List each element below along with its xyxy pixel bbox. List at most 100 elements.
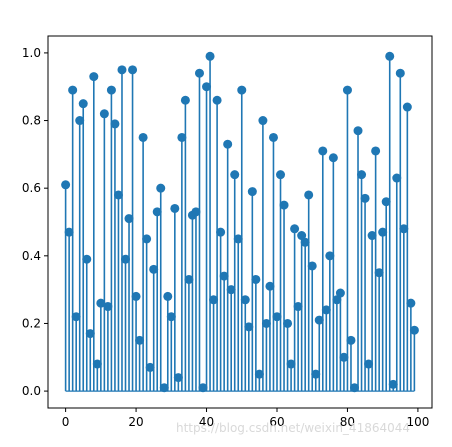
stem-marker: [321, 305, 331, 315]
stem-marker: [64, 227, 74, 237]
stem-marker: [180, 95, 190, 105]
stem-marker: [191, 207, 201, 217]
stem-marker: [342, 85, 352, 95]
x-tick-label: 40: [199, 415, 214, 429]
stem-marker: [392, 173, 402, 183]
stem-marker: [385, 51, 395, 61]
x-tick-label: 20: [128, 415, 143, 429]
stem-marker: [300, 237, 310, 247]
stem-marker: [184, 274, 194, 284]
stem-marker: [138, 132, 148, 142]
stem-marker: [304, 190, 314, 200]
x-tick-label: 60: [269, 415, 284, 429]
stem-marker: [131, 291, 141, 301]
stem-marker: [219, 271, 229, 281]
stem-marker: [166, 312, 176, 322]
stem-marker: [230, 170, 240, 180]
y-tick-label: 0.2: [22, 316, 41, 330]
stem-marker: [265, 281, 275, 291]
stem-marker: [209, 295, 219, 305]
stem-marker: [85, 329, 95, 339]
watermark-text: https://blog.csdn.net/weixin_41864044: [176, 421, 410, 435]
stem-marker: [82, 254, 92, 264]
stem-marker: [360, 193, 370, 203]
stem-marker: [279, 200, 289, 210]
stem-marker: [142, 234, 152, 244]
stem-marker: [110, 119, 120, 129]
stem-marker: [170, 203, 180, 213]
stem-marker: [99, 109, 109, 119]
stem-marker: [237, 85, 247, 95]
stem-marker: [173, 373, 183, 383]
stem-marker: [346, 335, 356, 345]
stem-marker: [314, 315, 324, 325]
stem-marker: [349, 383, 359, 393]
stem-marker: [286, 359, 296, 369]
stem-marker: [325, 251, 335, 261]
stem-marker: [311, 369, 321, 379]
stem-marker: [374, 268, 384, 278]
stem-marker: [268, 132, 278, 142]
stem-marker: [202, 82, 212, 92]
stem-marker: [96, 298, 106, 308]
stem-marker: [335, 288, 345, 298]
stem-marker: [159, 383, 169, 393]
y-tick-label: 0.4: [22, 249, 41, 263]
stem-marker: [353, 126, 363, 136]
stem-marker: [194, 68, 204, 78]
stem-marker: [135, 335, 145, 345]
stem-marker: [318, 146, 328, 156]
stem-marker: [198, 383, 208, 393]
stem-marker: [152, 207, 162, 217]
stem-lines: [64, 56, 416, 392]
stem-marker: [272, 312, 282, 322]
stem-marker: [381, 197, 391, 207]
y-tick-label: 0.6: [22, 181, 41, 195]
stem-marker: [205, 51, 215, 61]
stem-marker: [223, 139, 233, 149]
y-tick-label: 1.0: [22, 46, 41, 60]
stem-marker: [293, 302, 303, 312]
stem-marker: [388, 379, 398, 389]
stem-marker: [251, 274, 261, 284]
stem-marker: [106, 85, 116, 95]
stem-marker: [378, 227, 388, 237]
y-axis-ticks: 0.0 0.2 0.4 0.6 0.8 1.0: [22, 46, 48, 398]
stem-marker: [258, 116, 268, 126]
stem-marker: [276, 170, 286, 180]
stem-marker: [283, 318, 293, 328]
stem-marker: [212, 95, 222, 105]
stem-marker: [399, 224, 409, 234]
stem-marker: [121, 254, 131, 264]
stem-marker: [332, 295, 342, 305]
stem-marker: [149, 264, 159, 274]
stem-marker: [297, 231, 307, 241]
stem-marker: [71, 312, 81, 322]
stem-marker: [406, 298, 416, 308]
stem-marker: [226, 285, 236, 295]
y-tick-label: 0.0: [22, 384, 41, 398]
stem-marker: [113, 190, 123, 200]
stem-marker: [68, 85, 78, 95]
stem-marker: [117, 65, 127, 75]
stem-marker: [216, 227, 226, 237]
stem-marker: [364, 359, 374, 369]
stem-marker: [177, 132, 187, 142]
stem-marker: [261, 318, 271, 328]
stem-marker: [92, 359, 102, 369]
stem-marker: [163, 291, 173, 301]
stem-marker: [395, 68, 405, 78]
stem-marker: [307, 261, 317, 271]
y-tick-label: 0.8: [22, 114, 41, 128]
x-axis-ticks: 0 20 40 60 80 100: [62, 408, 429, 429]
stem-markers: [61, 51, 419, 393]
stem-marker: [240, 295, 250, 305]
stem-marker: [61, 180, 71, 190]
stem-marker: [402, 102, 412, 112]
stem-marker: [357, 170, 367, 180]
x-tick-label: 0: [62, 415, 70, 429]
stem-marker: [103, 302, 113, 312]
stem-marker: [156, 183, 166, 193]
